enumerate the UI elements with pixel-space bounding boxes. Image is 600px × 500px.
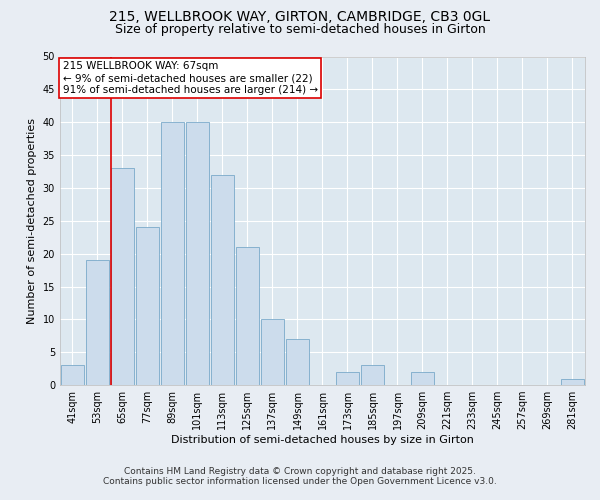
Bar [110,168,134,385]
Text: 215, WELLBROOK WAY, GIRTON, CAMBRIDGE, CB3 0GL: 215, WELLBROOK WAY, GIRTON, CAMBRIDGE, C… [109,10,491,24]
Text: Contains public sector information licensed under the Open Government Licence v3: Contains public sector information licen… [103,477,497,486]
Bar [410,372,434,385]
Bar [361,366,385,385]
Bar [61,366,84,385]
Bar [560,378,584,385]
Text: Contains HM Land Registry data © Crown copyright and database right 2025.: Contains HM Land Registry data © Crown c… [124,467,476,476]
Bar [236,247,259,385]
Bar [136,228,160,385]
Y-axis label: Number of semi-detached properties: Number of semi-detached properties [27,118,37,324]
Bar [335,372,359,385]
Bar [161,122,184,385]
Bar [260,320,284,385]
Bar [211,175,235,385]
X-axis label: Distribution of semi-detached houses by size in Girton: Distribution of semi-detached houses by … [171,435,474,445]
Text: Size of property relative to semi-detached houses in Girton: Size of property relative to semi-detach… [115,22,485,36]
Bar [286,339,310,385]
Text: 215 WELLBROOK WAY: 67sqm
← 9% of semi-detached houses are smaller (22)
91% of se: 215 WELLBROOK WAY: 67sqm ← 9% of semi-de… [62,62,317,94]
Bar [86,260,109,385]
Bar [185,122,209,385]
